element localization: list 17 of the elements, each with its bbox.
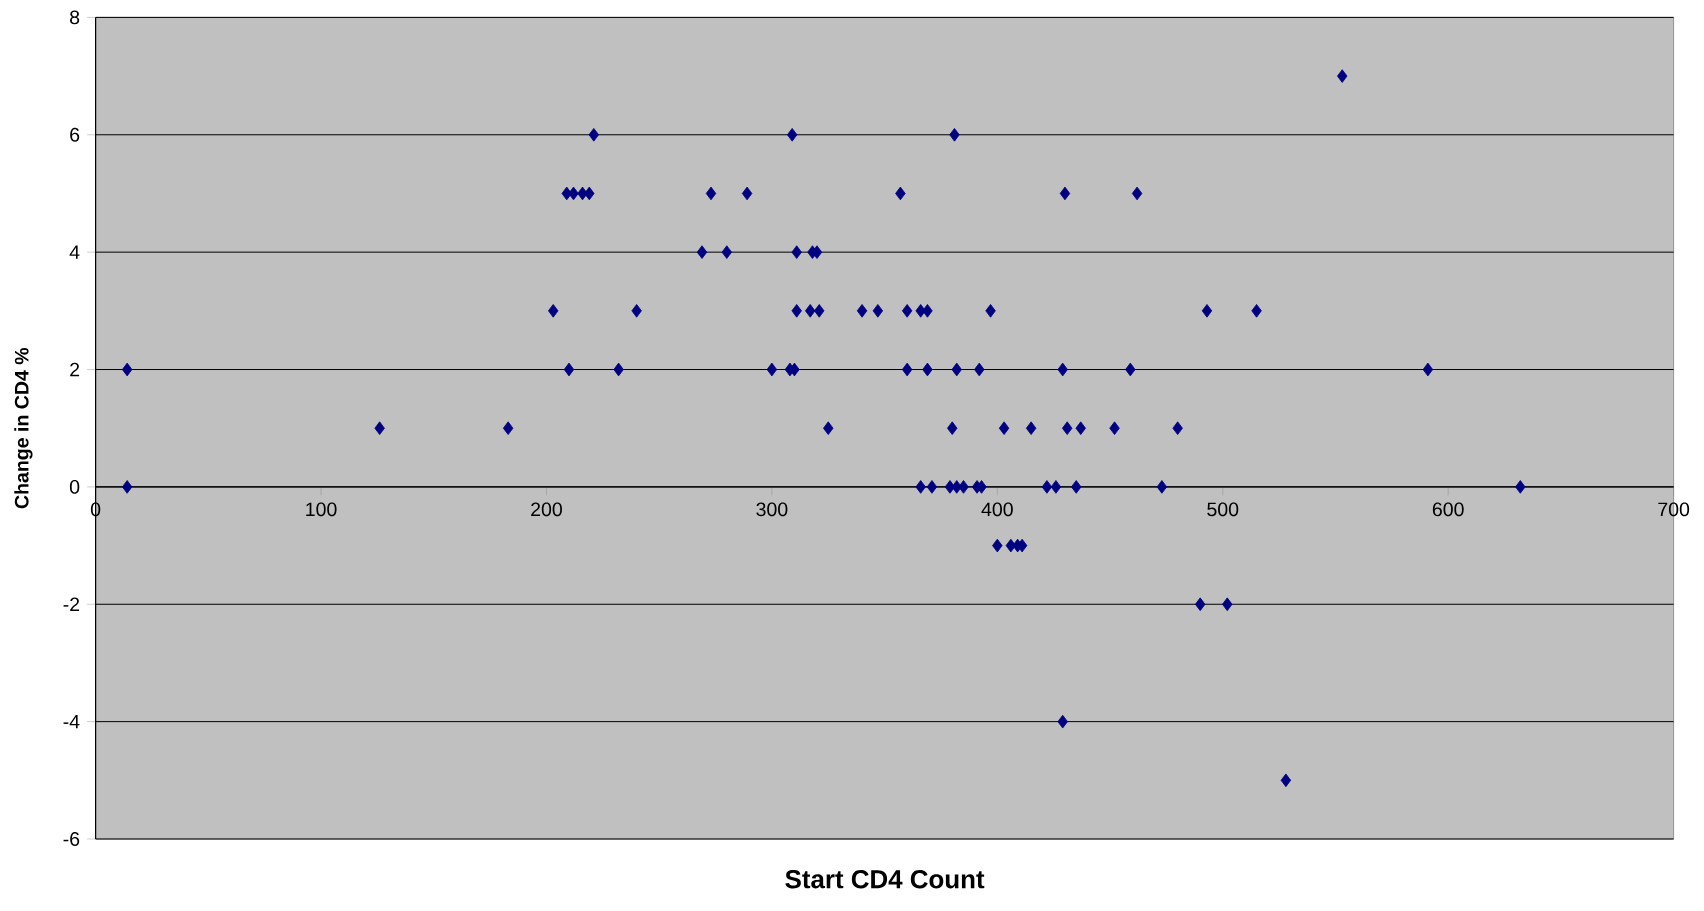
y-tick-label: 4 bbox=[69, 245, 80, 259]
x-tick-label: 500 bbox=[1207, 502, 1239, 517]
x-tick-label: 400 bbox=[981, 502, 1013, 517]
x-tick-label: 600 bbox=[1432, 502, 1464, 517]
x-tick-label: 300 bbox=[756, 502, 788, 517]
y-tick-label: 6 bbox=[70, 127, 80, 142]
x-tick-label: 700 bbox=[1658, 502, 1690, 517]
x-tick-label: 200 bbox=[531, 502, 562, 517]
y-tick-label: -4 bbox=[63, 714, 80, 729]
y-tick-label: 8 bbox=[70, 10, 80, 25]
y-tick-label: -2 bbox=[63, 597, 80, 612]
y-tick-label: -6 bbox=[63, 832, 80, 846]
y-axis-title: Change in CD4 % bbox=[14, 347, 33, 509]
x-tick-label: 100 bbox=[306, 502, 337, 517]
y-tick-label: 2 bbox=[70, 362, 80, 377]
y-tick-label: 0 bbox=[69, 479, 80, 494]
x-axis-title: Start CD4 Count bbox=[785, 870, 985, 889]
